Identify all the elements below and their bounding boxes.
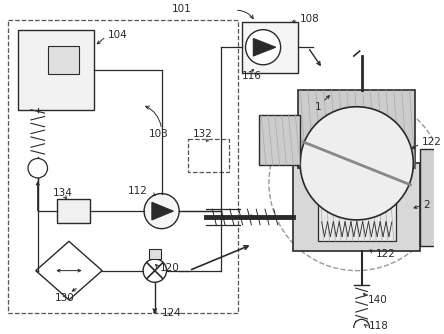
Text: 112: 112 [127, 186, 147, 196]
Text: 14: 14 [286, 126, 300, 136]
Bar [318, 188, 396, 241]
Text: 140: 140 [368, 295, 387, 305]
Text: 134: 134 [52, 188, 72, 198]
Text: 132: 132 [193, 129, 213, 139]
Text: 120: 120 [160, 263, 179, 273]
Bar [18, 30, 94, 110]
Polygon shape [254, 38, 276, 56]
Polygon shape [152, 202, 173, 220]
Bar [48, 46, 79, 73]
Text: 104: 104 [108, 30, 128, 39]
Bar [293, 163, 420, 251]
Circle shape [354, 319, 369, 334]
Bar [149, 249, 161, 259]
Bar [8, 20, 238, 313]
Bar [242, 22, 298, 72]
Bar [420, 149, 444, 246]
Text: 2: 2 [423, 200, 430, 210]
Circle shape [246, 30, 281, 65]
Text: 1: 1 [315, 102, 321, 112]
Circle shape [300, 107, 413, 220]
Bar [57, 199, 91, 223]
Circle shape [28, 158, 48, 178]
Text: 101: 101 [171, 4, 191, 14]
Text: 122: 122 [422, 137, 442, 147]
Text: 118: 118 [369, 321, 388, 331]
Text: 130: 130 [54, 293, 74, 303]
Bar [259, 115, 300, 165]
Polygon shape [36, 241, 102, 300]
Text: 124: 124 [162, 308, 182, 318]
Text: 10: 10 [289, 156, 302, 166]
Text: 116: 116 [242, 70, 262, 80]
Bar [188, 139, 229, 172]
Circle shape [143, 259, 166, 282]
Text: 103: 103 [149, 129, 169, 139]
Text: 122: 122 [376, 249, 396, 259]
Circle shape [144, 194, 179, 229]
Text: 108: 108 [300, 14, 320, 24]
Bar [298, 90, 415, 168]
